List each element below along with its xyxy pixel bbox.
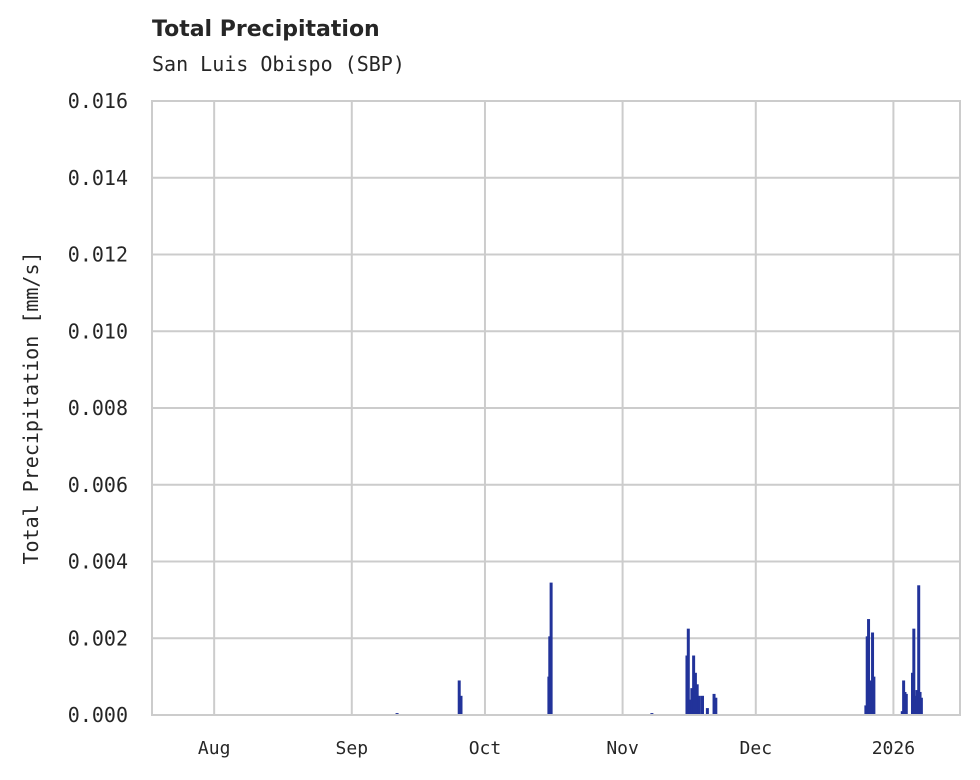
precipitation-bar [867,619,871,715]
chart-subtitle: San Luis Obispo (SBP) [152,52,405,76]
precipitation-bar [904,693,908,715]
x-tick-label: Dec [740,738,773,759]
precipitation-bar [457,680,461,715]
precipitation-bar [701,695,705,715]
y-tick-label: 0.008 [68,396,128,420]
y-tick-label: 0.012 [68,243,128,267]
x-axis-ticks: Aug Sep Oct Nov Dec 2026 [198,738,915,759]
y-tick-label: 0.010 [68,319,128,343]
precipitation-bar [695,684,699,715]
precipitation-bar [690,688,694,715]
precipitation-bar [697,695,701,715]
precipitation-bar [919,697,923,715]
y-tick-label: 0.000 [68,703,128,727]
precipitation-bar [872,676,876,715]
plot-frame [151,100,961,716]
precipitation-bar [712,693,716,715]
x-tick-label: 2026 [872,738,915,759]
chart-title: Total Precipitation [152,17,380,42]
precipitation-bar [917,585,921,715]
precipitation-bar [693,672,697,715]
y-tick-label: 0.004 [68,550,128,574]
precipitation-bar [714,697,718,715]
x-tick-label: Sep [336,738,369,759]
y-tick-label: 0.016 [68,89,128,113]
precipitation-bar [871,632,875,715]
precipitation-bar [692,655,696,715]
precipitation-bar [868,680,872,715]
x-tick-label: Aug [198,738,231,759]
precipitation-bar [459,695,463,715]
precipitation-bar [686,628,690,715]
y-tick-label: 0.006 [68,473,128,497]
precipitation-bar [912,628,916,715]
grid-lines [152,100,960,716]
x-tick-label: Nov [606,738,639,759]
y-axis-ticks: 0.000 0.002 0.004 0.006 0.008 0.010 0.012 0.014… [68,89,128,727]
x-tick-label: Oct [469,738,502,759]
precipitation-bar [688,699,692,715]
precipitation-bar [549,582,553,715]
precipitation-bar [705,708,709,715]
y-tick-label: 0.002 [68,626,128,650]
y-tick-label: 0.014 [68,166,128,190]
precipitation-bar [915,690,919,715]
precipitation-bars [395,582,923,715]
precipitation-bar [913,695,917,715]
